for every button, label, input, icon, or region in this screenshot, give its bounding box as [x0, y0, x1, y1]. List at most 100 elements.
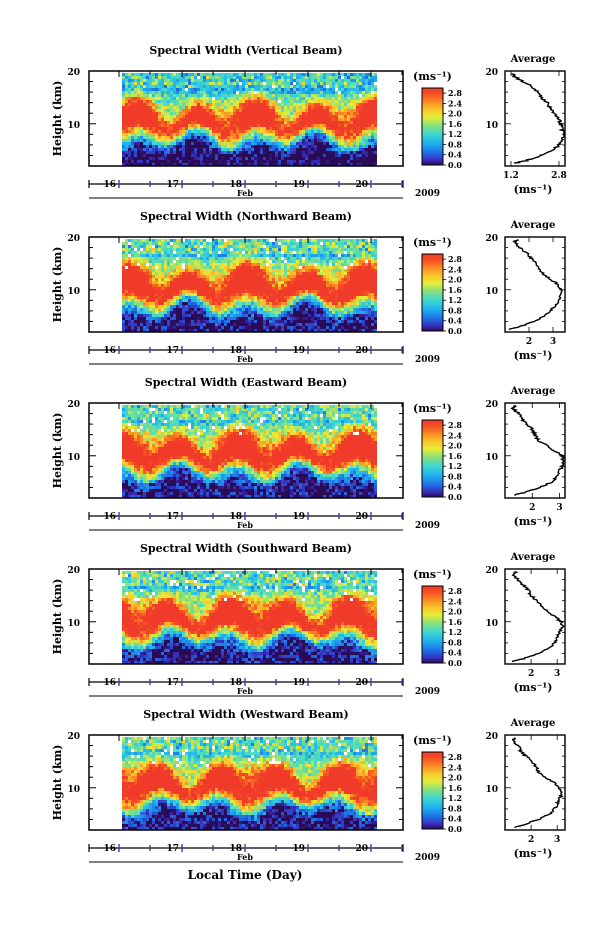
- heatmap-cell: [233, 142, 236, 145]
- heatmap-cell: [155, 151, 158, 154]
- heatmap-cell: [251, 260, 254, 263]
- heatmap-cell: [347, 100, 350, 103]
- heatmap-cell: [203, 254, 206, 257]
- heatmap-cell: [284, 278, 287, 281]
- heatmap-cell: [152, 160, 155, 163]
- heatmap-cell: [131, 263, 134, 266]
- heatmap-cell: [203, 317, 206, 320]
- heatmap-cell: [170, 287, 173, 290]
- heatmap-cell: [134, 127, 137, 130]
- heatmap-cell: [143, 106, 146, 109]
- heatmap-cell: [140, 323, 143, 326]
- heatmap-cell: [143, 293, 146, 296]
- heatmap-cell: [140, 317, 143, 320]
- heatmap-cell: [131, 136, 134, 139]
- heatmap-cell: [281, 142, 284, 145]
- heatmap-cell: [314, 272, 317, 275]
- heatmap-cell: [167, 124, 170, 127]
- heatmap-cell: [305, 251, 308, 254]
- heatmap-cell: [197, 329, 200, 332]
- heatmap-cell: [347, 106, 350, 109]
- heatmap-cell: [371, 109, 374, 112]
- heatmap-cell: [284, 109, 287, 112]
- heatmap-cell: [140, 275, 143, 278]
- heatmap-cell: [164, 245, 167, 248]
- heatmap-cell: [323, 160, 326, 163]
- heatmap-cell: [230, 293, 233, 296]
- heatmap-cell: [269, 160, 272, 163]
- heatmap-cell: [248, 127, 251, 130]
- heatmap-cell: [233, 260, 236, 263]
- heatmap-cell: [125, 260, 128, 263]
- heatmap-cell: [353, 136, 356, 139]
- heatmap-cell: [275, 109, 278, 112]
- heatmap-cell: [128, 260, 131, 263]
- heatmap-cell: [167, 239, 170, 242]
- heatmap-cell: [290, 248, 293, 251]
- heatmap-cell: [188, 127, 191, 130]
- heatmap-cell: [317, 76, 320, 79]
- heatmap-cell: [155, 278, 158, 281]
- heatmap-cell: [191, 121, 194, 124]
- heatmap-cell: [203, 109, 206, 112]
- heatmap-cell: [221, 130, 224, 133]
- heatmap-cell: [227, 278, 230, 281]
- heatmap-cell: [299, 145, 302, 148]
- heatmap-cell: [200, 103, 203, 106]
- heatmap-cell: [287, 305, 290, 308]
- heatmap-cell: [311, 121, 314, 124]
- heatmap-cell: [374, 106, 377, 109]
- heatmap-cell: [284, 139, 287, 142]
- heatmap-cell: [245, 163, 248, 166]
- heatmap-cell: [338, 91, 341, 94]
- heatmap-cell: [215, 272, 218, 275]
- heatmap-cell: [284, 88, 287, 91]
- heatmap-cell: [131, 85, 134, 88]
- heatmap-cell: [278, 272, 281, 275]
- heatmap-cell: [182, 100, 185, 103]
- heatmap-cell: [173, 254, 176, 257]
- heatmap-cell: [200, 326, 203, 329]
- heatmap-cell: [272, 293, 275, 296]
- heatmap-cell: [305, 151, 308, 154]
- heatmap-cell: [221, 302, 224, 305]
- heatmap-cell: [368, 124, 371, 127]
- heatmap-cell: [152, 109, 155, 112]
- heatmap-cell: [314, 136, 317, 139]
- heatmap-cell: [197, 251, 200, 254]
- heatmap-cell: [284, 284, 287, 287]
- heatmap-cell: [218, 160, 221, 163]
- heatmap-cell: [215, 97, 218, 100]
- heatmap-cell: [215, 287, 218, 290]
- heatmap-cell: [206, 317, 209, 320]
- heatmap-cell: [242, 79, 245, 82]
- heatmap-cell: [176, 329, 179, 332]
- x-tick-label: 19: [292, 180, 305, 190]
- heatmap-cell: [269, 248, 272, 251]
- heatmap-cell: [233, 299, 236, 302]
- heatmap-cell: [317, 287, 320, 290]
- heatmap-cell: [263, 278, 266, 281]
- heatmap-cell: [164, 263, 167, 266]
- heatmap-cell: [206, 112, 209, 115]
- heatmap-cell: [314, 142, 317, 145]
- heatmap-cell: [278, 302, 281, 305]
- heatmap-cell: [317, 242, 320, 245]
- heatmap-cell: [158, 127, 161, 130]
- heatmap-cell: [128, 82, 131, 85]
- heatmap-cell: [170, 142, 173, 145]
- heatmap-cell: [179, 305, 182, 308]
- heatmap-cell: [320, 296, 323, 299]
- heatmap-cell: [311, 157, 314, 160]
- heatmap-cell: [293, 124, 296, 127]
- heatmap-cell: [122, 242, 125, 245]
- heatmap-cell: [266, 145, 269, 148]
- heatmap-cell: [329, 85, 332, 88]
- heatmap-cell: [251, 257, 254, 260]
- heatmap-cell: [182, 97, 185, 100]
- heatmap-cell: [158, 326, 161, 329]
- heatmap-cell: [218, 323, 221, 326]
- heatmap-cell: [371, 154, 374, 157]
- heatmap-cell: [248, 100, 251, 103]
- heatmap-cell: [326, 284, 329, 287]
